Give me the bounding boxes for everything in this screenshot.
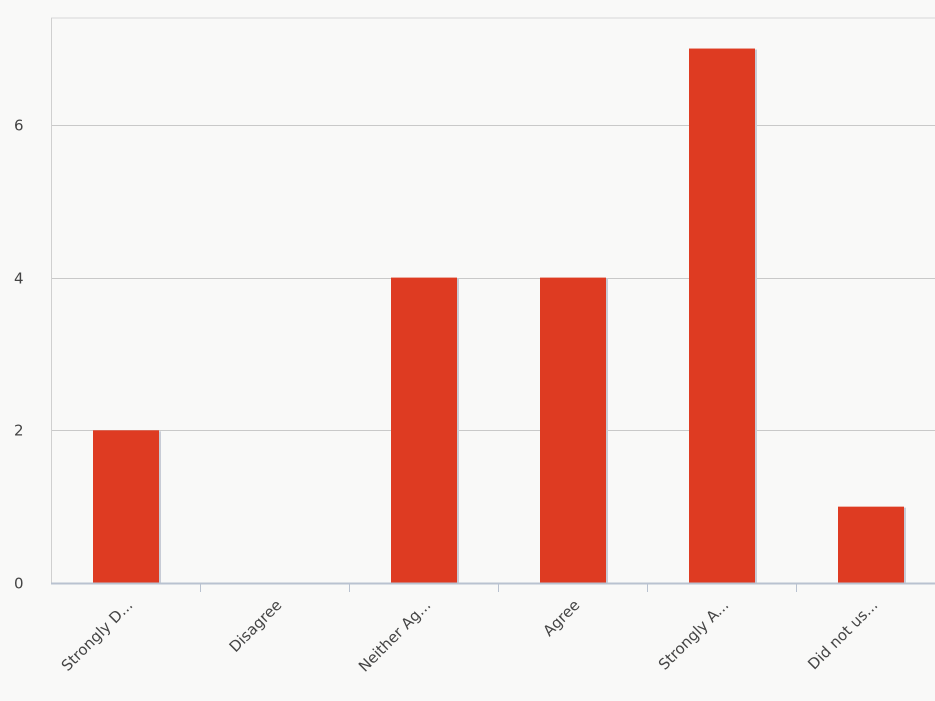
y-tick-label: 0 bbox=[14, 575, 24, 593]
x-category-label: Disagree bbox=[226, 596, 286, 656]
bars bbox=[93, 48, 906, 585]
x-category-label: Strongly A... bbox=[655, 596, 732, 673]
y-tick-label: 4 bbox=[14, 270, 24, 288]
plot-area bbox=[51, 18, 935, 583]
bar bbox=[540, 277, 606, 583]
x-category-label: Did not us... bbox=[804, 596, 881, 673]
y-tick-label: 6 bbox=[14, 117, 24, 135]
grid-lines bbox=[51, 17, 935, 431]
bar bbox=[93, 430, 159, 583]
x-category-label: Neither Ag... bbox=[355, 596, 434, 675]
bar bbox=[838, 506, 904, 583]
y-tick-label: 2 bbox=[14, 422, 24, 440]
bar bbox=[689, 48, 755, 584]
bar bbox=[391, 277, 457, 583]
x-category-label: Strongly D... bbox=[58, 596, 137, 675]
x-category-label: Agree bbox=[539, 596, 583, 640]
axes bbox=[51, 18, 935, 592]
